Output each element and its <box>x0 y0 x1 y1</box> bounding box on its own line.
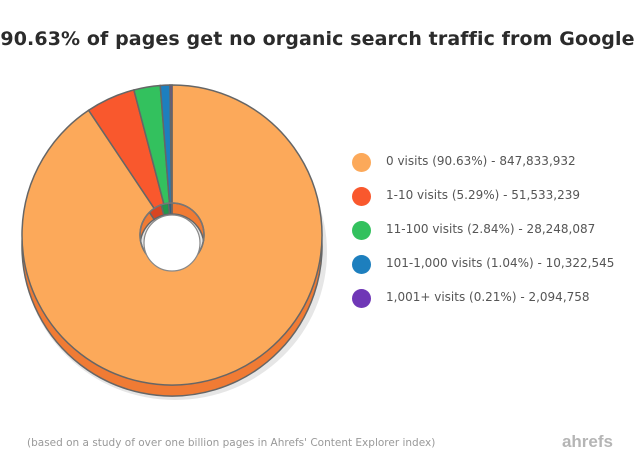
legend-label: 0 visits (90.63%) - 847,833,932 <box>386 154 576 168</box>
legend-label: 101-1,000 visits (1.04%) - 10,322,545 <box>386 256 615 270</box>
chart-title: 90.63% of pages get no organic search tr… <box>0 28 635 50</box>
legend-label: 11-100 visits (2.84%) - 28,248,087 <box>386 222 596 236</box>
legend-item-1-10-visits: 1-10 visits (5.29%) - 51,533,239 <box>352 183 622 217</box>
donut-hole <box>143 214 201 272</box>
legend-item-11-100-visits: 11-100 visits (2.84%) - 28,248,087 <box>352 217 622 251</box>
legend-item-0-visits: 0 visits (90.63%) - 847,833,932 <box>352 149 622 183</box>
chart-legend: 0 visits (90.63%) - 847,833,932 1-10 vis… <box>352 149 622 319</box>
legend-item-101-1000-visits: 101-1,000 visits (1.04%) - 10,322,545 <box>352 251 622 285</box>
legend-swatch <box>352 255 371 274</box>
legend-swatch <box>352 221 371 240</box>
legend-label: 1,001+ visits (0.21%) - 2,094,758 <box>386 290 590 304</box>
legend-label: 1-10 visits (5.29%) - 51,533,239 <box>386 188 580 202</box>
legend-item-1001-plus-visits: 1,001+ visits (0.21%) - 2,094,758 <box>352 285 622 319</box>
footnote: (based on a study of over one billion pa… <box>27 437 436 449</box>
ahrefs-logo: ahrefs <box>561 432 613 451</box>
legend-swatch <box>352 289 371 308</box>
legend-swatch <box>352 153 371 172</box>
legend-swatch <box>352 187 371 206</box>
